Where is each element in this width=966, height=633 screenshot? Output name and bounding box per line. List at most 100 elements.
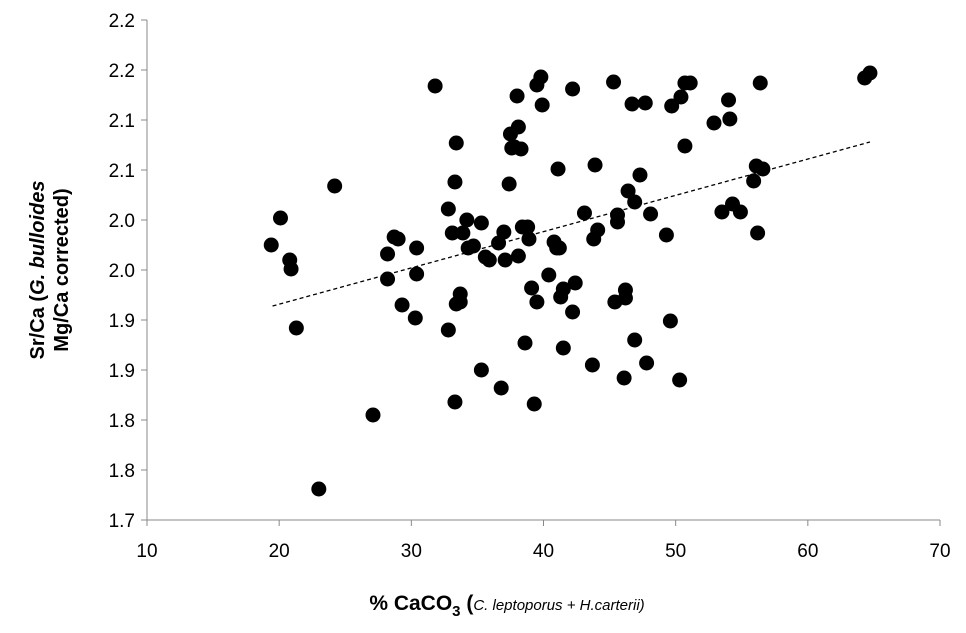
data-point bbox=[637, 95, 653, 111]
data-point bbox=[409, 240, 425, 256]
data-point bbox=[567, 275, 583, 291]
y-tick-label: 2.0 bbox=[109, 211, 135, 232]
data-point bbox=[722, 111, 738, 127]
data-point bbox=[496, 224, 512, 240]
data-point bbox=[658, 227, 674, 243]
data-point bbox=[706, 115, 722, 131]
data-point bbox=[444, 225, 460, 241]
data-point bbox=[714, 204, 730, 220]
data-point bbox=[643, 206, 659, 222]
data-point bbox=[510, 248, 526, 264]
data-point bbox=[565, 304, 581, 320]
data-point bbox=[673, 89, 689, 105]
data-point bbox=[750, 225, 766, 241]
data-point bbox=[672, 372, 688, 388]
data-point bbox=[452, 294, 468, 310]
data-point bbox=[473, 362, 489, 378]
data-point bbox=[551, 240, 567, 256]
data-point bbox=[550, 161, 566, 177]
data-point bbox=[440, 201, 456, 217]
data-point bbox=[620, 183, 636, 199]
data-point bbox=[555, 340, 571, 356]
y-tick-label: 2.2 bbox=[109, 61, 135, 82]
data-point bbox=[526, 396, 542, 412]
data-point bbox=[862, 65, 878, 81]
y-tick-label: 2.1 bbox=[109, 111, 135, 132]
y-tick-label: 1.7 bbox=[109, 511, 135, 532]
data-point bbox=[517, 335, 533, 351]
data-point bbox=[529, 294, 545, 310]
data-point bbox=[521, 231, 537, 247]
y-axis-label-line1: Sr/Ca (G. bulloides bbox=[27, 181, 49, 360]
data-point bbox=[473, 215, 489, 231]
data-point bbox=[617, 282, 633, 298]
data-point bbox=[627, 194, 643, 210]
x-tick-label: 50 bbox=[665, 541, 686, 562]
data-point bbox=[590, 222, 606, 238]
data-point bbox=[390, 231, 406, 247]
data-point bbox=[587, 157, 603, 173]
x-axis-label: % CaCO3 (C. leptoporus + H.carterii) bbox=[369, 592, 644, 620]
y-tick-label: 1.8 bbox=[109, 411, 135, 432]
data-point bbox=[272, 210, 288, 226]
data-point bbox=[755, 161, 771, 177]
data-point bbox=[746, 173, 762, 189]
data-point bbox=[465, 238, 481, 254]
trend-line bbox=[272, 141, 871, 307]
data-point bbox=[632, 167, 648, 183]
data-point bbox=[455, 225, 471, 241]
data-point bbox=[520, 219, 536, 235]
data-point bbox=[427, 78, 443, 94]
data-point bbox=[447, 174, 463, 190]
data-point bbox=[409, 266, 425, 282]
data-point bbox=[459, 212, 475, 228]
data-point bbox=[565, 81, 581, 97]
data-point bbox=[288, 320, 304, 336]
y-tick-label: 1.9 bbox=[109, 361, 135, 382]
data-point bbox=[481, 252, 497, 268]
y-tick-label: 1.8 bbox=[109, 461, 135, 482]
data-point bbox=[407, 310, 423, 326]
data-point bbox=[311, 481, 327, 497]
data-point bbox=[533, 69, 549, 85]
data-point bbox=[509, 88, 525, 104]
data-point bbox=[440, 322, 456, 338]
data-point bbox=[610, 207, 626, 223]
data-point bbox=[541, 267, 557, 283]
data-point bbox=[283, 261, 299, 277]
data-point bbox=[627, 332, 643, 348]
x-tick-label: 40 bbox=[533, 541, 554, 562]
data-point bbox=[447, 394, 463, 410]
data-point bbox=[380, 246, 396, 262]
x-tick-label: 70 bbox=[929, 541, 950, 562]
data-point bbox=[263, 237, 279, 253]
data-point bbox=[501, 176, 517, 192]
data-point bbox=[327, 178, 343, 194]
data-point bbox=[555, 281, 571, 297]
data-point bbox=[616, 370, 632, 386]
data-point bbox=[662, 313, 678, 329]
x-tick-label: 20 bbox=[269, 541, 290, 562]
y-axis-label-line2: Mg/Ca corrected) bbox=[51, 188, 73, 351]
data-point bbox=[682, 75, 698, 91]
data-point bbox=[513, 141, 529, 157]
data-point bbox=[365, 407, 381, 423]
data-point bbox=[752, 75, 768, 91]
data-point bbox=[664, 98, 680, 114]
data-point bbox=[493, 380, 509, 396]
y-axis-label: Sr/Ca (G. bulloides Mg/Ca corrected) bbox=[27, 181, 73, 360]
y-tick-label: 1.9 bbox=[109, 311, 135, 332]
data-point bbox=[534, 97, 550, 113]
data-point bbox=[624, 96, 640, 112]
y-tick-label: 2.1 bbox=[109, 161, 135, 182]
x-tick-label: 30 bbox=[401, 541, 422, 562]
data-point bbox=[677, 138, 693, 154]
data-point bbox=[721, 92, 737, 108]
data-point bbox=[380, 271, 396, 287]
y-tick-label: 2.0 bbox=[109, 261, 135, 282]
x-tick-label: 60 bbox=[797, 541, 818, 562]
data-point bbox=[606, 74, 622, 90]
data-point bbox=[510, 119, 526, 135]
data-point bbox=[576, 205, 592, 221]
